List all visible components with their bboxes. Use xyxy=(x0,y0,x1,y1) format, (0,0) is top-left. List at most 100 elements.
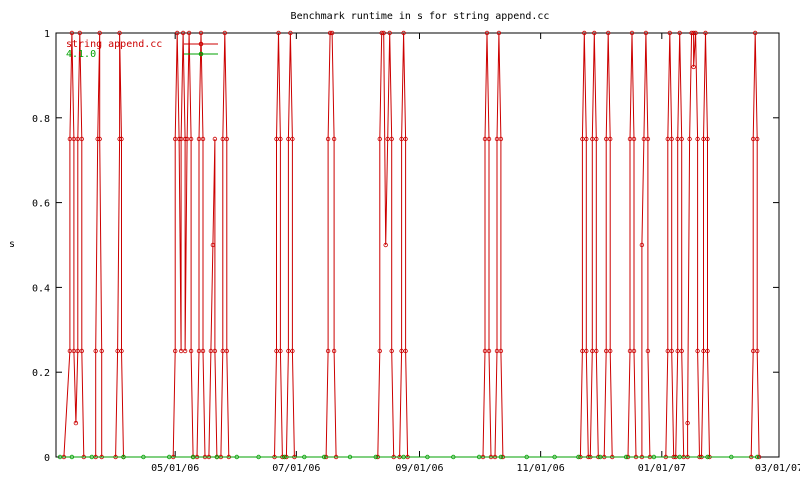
data-point xyxy=(117,30,122,36)
data-point xyxy=(73,420,79,426)
data-point xyxy=(69,454,75,460)
data-point xyxy=(590,136,595,142)
data-point xyxy=(691,30,696,36)
data-point xyxy=(403,136,408,142)
data-point xyxy=(705,454,710,460)
data-point xyxy=(234,454,239,460)
axes: 0 0.2 0.4 0.6 0.8 1 05/01/06 07/01/06 09/01/06 11… xyxy=(32,29,800,474)
data-point xyxy=(224,136,229,142)
x-tick-label: 07/01/06 xyxy=(272,463,320,474)
data-point xyxy=(331,136,337,142)
data-point xyxy=(498,136,504,142)
data-point xyxy=(141,454,146,460)
data-point xyxy=(97,136,102,142)
data-point xyxy=(190,454,196,460)
data-point xyxy=(679,136,684,142)
x-tick-label: 11/01/06 xyxy=(517,463,565,474)
data-point xyxy=(486,348,492,354)
series-2 xyxy=(57,454,760,460)
data-point xyxy=(608,136,613,142)
data-point xyxy=(651,454,657,460)
data-point xyxy=(290,136,295,142)
data-point xyxy=(592,30,597,36)
data-point xyxy=(677,30,682,36)
data-point xyxy=(89,454,94,460)
data-point xyxy=(182,348,188,354)
data-point xyxy=(753,30,758,36)
data-point xyxy=(425,454,430,460)
data-point xyxy=(582,30,587,36)
x-tick-label: 05/01/06 xyxy=(151,463,199,474)
data-point xyxy=(679,348,684,354)
data-point xyxy=(214,454,220,460)
data-point xyxy=(677,454,682,460)
data-point xyxy=(751,348,756,354)
data-point xyxy=(79,136,84,142)
data-point xyxy=(594,348,599,354)
data-point xyxy=(705,136,710,142)
x-tick-label: 09/01/06 xyxy=(395,463,443,474)
data-point xyxy=(645,136,651,142)
data-point xyxy=(755,348,760,354)
data-point xyxy=(594,136,599,142)
data-point xyxy=(401,454,406,460)
data-point xyxy=(604,348,609,354)
data-point xyxy=(329,30,335,36)
y-tick-label: 0.2 xyxy=(32,368,50,379)
series-layer xyxy=(57,30,762,460)
data-point xyxy=(701,348,706,354)
data-point xyxy=(669,136,674,142)
legend-label: 4.1.0 xyxy=(66,49,96,60)
data-point xyxy=(172,348,178,354)
data-point xyxy=(524,454,529,460)
data-point xyxy=(327,30,333,36)
data-point xyxy=(325,348,331,354)
data-point xyxy=(498,348,504,354)
data-point xyxy=(627,348,633,354)
data-point xyxy=(608,348,613,354)
legend: string append.cc4.1.0 xyxy=(66,39,218,60)
legend-marker xyxy=(198,51,204,57)
data-point xyxy=(182,136,188,142)
data-point xyxy=(321,454,327,460)
data-point xyxy=(755,136,760,142)
data-point xyxy=(631,348,637,354)
data-point xyxy=(576,454,581,460)
data-point xyxy=(180,30,186,36)
data-point xyxy=(584,348,589,354)
data-point xyxy=(290,348,295,354)
data-point xyxy=(729,454,734,460)
data-point xyxy=(604,136,609,142)
data-point xyxy=(631,136,637,142)
data-point xyxy=(75,136,80,142)
data-point xyxy=(667,30,672,36)
data-point xyxy=(669,348,674,354)
data-point xyxy=(695,136,700,142)
data-point xyxy=(695,348,700,354)
data-point xyxy=(381,30,386,36)
data-point xyxy=(200,136,206,142)
y-tick-label: 0.8 xyxy=(32,114,50,125)
data-point xyxy=(639,242,645,248)
data-point xyxy=(643,30,649,36)
data-point xyxy=(276,30,281,36)
data-point xyxy=(174,30,180,36)
y-axis-label: s xyxy=(9,239,15,250)
data-point xyxy=(751,136,756,142)
data-point xyxy=(373,454,378,460)
data-point xyxy=(623,454,629,460)
y-tick-label: 0 xyxy=(44,453,50,464)
data-point xyxy=(212,348,218,354)
data-point xyxy=(210,242,216,248)
data-point xyxy=(69,30,75,36)
data-point xyxy=(675,348,680,354)
data-point xyxy=(222,30,227,36)
data-point xyxy=(95,136,100,142)
legend-label: string append.cc xyxy=(66,39,162,50)
data-point xyxy=(121,454,126,460)
x-tick-label: 03/01/07 xyxy=(755,463,800,474)
data-point xyxy=(302,454,307,460)
data-point xyxy=(703,30,708,36)
data-point xyxy=(224,348,229,354)
data-point xyxy=(278,348,283,354)
